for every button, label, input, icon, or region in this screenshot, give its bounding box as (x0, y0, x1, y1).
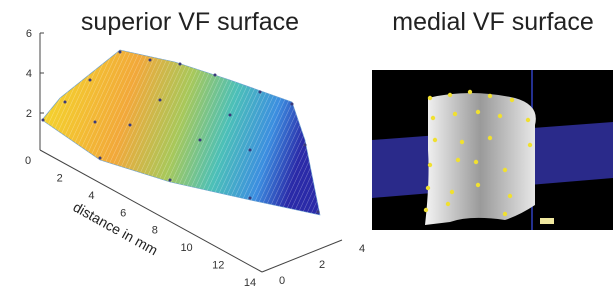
x-tick-label: 12 (212, 260, 224, 272)
x-tick-label: 14 (244, 277, 256, 288)
x-tick-label: 2 (57, 172, 63, 184)
x-axis-label: distance in mm (71, 199, 161, 259)
z-tick-label: 2 (26, 108, 32, 120)
z-tick-label: 4 (26, 68, 32, 80)
figure: superior VF surface medial VF surface 6 4… (0, 0, 615, 288)
x-tick-label: 4 (88, 190, 94, 202)
surface-mesh (42, 50, 320, 215)
z-tick-label: 6 (26, 28, 32, 40)
x-tick-label: 0 (25, 155, 31, 167)
y-tick-label: 0 (279, 275, 285, 287)
x-tick-label: 6 (120, 207, 126, 219)
y-tick-label: 2 (319, 259, 325, 271)
panel-title: medial VF surface (392, 8, 593, 36)
x-tick-label: 10 (180, 242, 192, 254)
render-image (372, 70, 613, 230)
panel-title: superior VF surface (81, 8, 299, 36)
x-tick-label: 8 (152, 225, 158, 237)
y-tick-label: 4 (359, 243, 365, 255)
